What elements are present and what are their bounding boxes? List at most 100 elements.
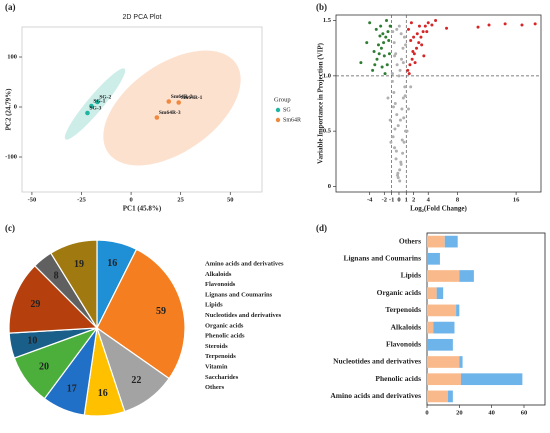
legend-label: Vitamin — [205, 363, 228, 370]
legend-title: Group — [274, 96, 291, 103]
y-tick-label: Phenolic acids — [375, 374, 421, 383]
point — [403, 85, 407, 89]
bar-segment — [433, 321, 455, 334]
point-label: SG-1 — [93, 98, 105, 104]
plot-frame — [21, 26, 263, 193]
point — [395, 27, 399, 31]
y-tick-label: Alkaloids — [391, 322, 422, 331]
point — [445, 26, 449, 30]
point — [85, 110, 90, 116]
x-axis-label: PC1 (45.8%) — [123, 205, 162, 213]
sm64r-ellipse — [103, 50, 241, 166]
point — [487, 23, 491, 27]
point — [403, 94, 407, 98]
point — [368, 21, 372, 25]
point — [398, 118, 402, 122]
sg-ellipse — [64, 68, 126, 140]
pie-slice — [96, 248, 186, 380]
point — [398, 179, 402, 183]
point — [520, 23, 524, 27]
point — [176, 100, 181, 105]
plot-frame — [426, 232, 546, 406]
point — [404, 43, 408, 47]
bar-segment — [459, 270, 474, 282]
point — [393, 146, 397, 150]
point — [394, 157, 398, 161]
point — [394, 52, 398, 56]
point — [387, 38, 391, 42]
point — [503, 22, 507, 26]
x-tick-label: -2 — [382, 196, 387, 203]
legend-label: Phenolic acids — [205, 333, 245, 340]
point — [421, 30, 425, 34]
point — [392, 90, 396, 94]
point — [401, 61, 405, 65]
legend-label: Others — [205, 384, 225, 391]
y-tick-label: Lignans and Coumarins — [343, 254, 421, 263]
slice-label: 20 — [39, 362, 49, 373]
point — [394, 149, 398, 153]
point — [385, 19, 389, 23]
point — [409, 38, 413, 42]
point — [411, 50, 415, 54]
point — [434, 19, 438, 23]
point — [391, 105, 395, 109]
point — [430, 23, 434, 27]
bar-segment — [427, 356, 460, 368]
bar-segment — [436, 287, 444, 300]
bar-segment — [427, 321, 434, 334]
point — [381, 32, 385, 36]
x-tick-label: 1 — [405, 196, 408, 203]
point — [390, 72, 394, 76]
y-tick-label: 100 — [7, 53, 17, 60]
y-tick-label: 1.0 — [323, 72, 331, 79]
point — [422, 54, 426, 58]
point — [399, 32, 403, 36]
y-tick-label: 0 — [14, 103, 17, 110]
x-tick-label: 16 — [513, 196, 520, 203]
chart-title: 2D PCA Plot — [123, 14, 162, 21]
legend-label: Terpenoids — [205, 353, 236, 360]
point — [405, 129, 409, 133]
point — [426, 21, 430, 25]
bar-segment — [427, 270, 460, 282]
slice-label: 19 — [74, 259, 84, 270]
point — [402, 116, 406, 120]
point — [374, 27, 378, 31]
point — [401, 96, 405, 100]
point — [423, 24, 427, 28]
point — [396, 176, 400, 180]
bar-segment — [444, 235, 458, 248]
point — [379, 46, 383, 50]
point — [401, 151, 405, 155]
point — [420, 43, 424, 47]
point — [397, 24, 401, 28]
legend-label: Lignans and Coumarins — [205, 291, 273, 298]
legend-swatch — [275, 117, 281, 123]
point — [415, 46, 419, 50]
point — [388, 118, 392, 122]
point — [402, 140, 406, 144]
pie-slice — [8, 264, 99, 334]
point — [379, 24, 383, 28]
legend-label: Organic acids — [205, 322, 244, 329]
point — [166, 99, 172, 104]
point — [410, 57, 414, 61]
point — [401, 46, 405, 50]
point — [396, 171, 400, 175]
point — [390, 79, 394, 83]
legend-swatch — [275, 107, 281, 113]
y-tick-label: -100 — [5, 153, 17, 160]
point — [359, 61, 363, 65]
point — [371, 68, 375, 72]
y-tick-label: Others — [399, 236, 421, 245]
bar-segment — [427, 390, 449, 403]
x-tick-label: 8 — [456, 196, 460, 203]
point — [391, 135, 395, 139]
point — [398, 68, 402, 72]
pie-slice — [49, 239, 98, 331]
bar-segment — [427, 235, 445, 248]
point — [399, 162, 403, 166]
point — [415, 32, 419, 36]
point — [382, 54, 386, 58]
